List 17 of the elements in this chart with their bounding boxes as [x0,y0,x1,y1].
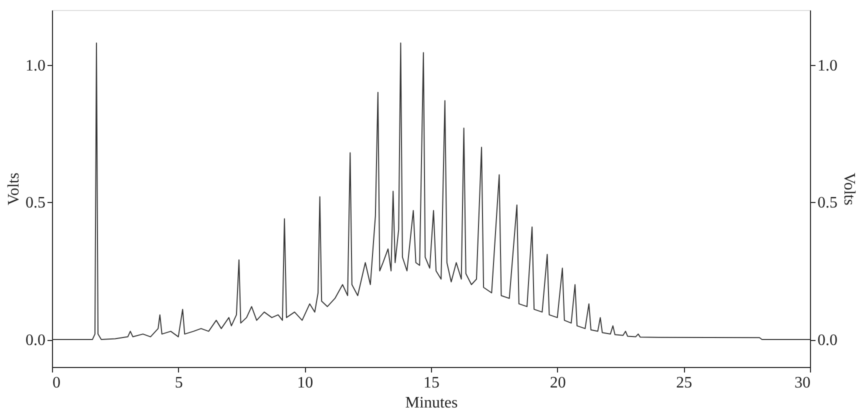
y2-tick-label: 0.0 [818,332,838,350]
x-tick-label: 0 [52,374,60,392]
y2-axis-title: Volts [840,172,858,206]
x-tick-label: 30 [794,374,810,392]
x-axis-title: Minutes [405,394,458,412]
y-tick-label: 1.0 [26,57,46,74]
y-tick-label: 0.5 [26,194,46,212]
x-tick-label: 10 [297,374,314,392]
x-tick-label: 25 [676,374,692,392]
y2-tick-label: 0.5 [818,194,838,212]
line-series [52,42,810,340]
x-tick-label: 5 [174,374,183,392]
y-axis-title: Volts [6,172,22,206]
y2-tick-label: 1.0 [818,57,838,74]
x-tick-label: 15 [424,374,440,392]
x-tick-label: 20 [550,374,566,392]
y-tick-label: 0.0 [26,332,46,350]
